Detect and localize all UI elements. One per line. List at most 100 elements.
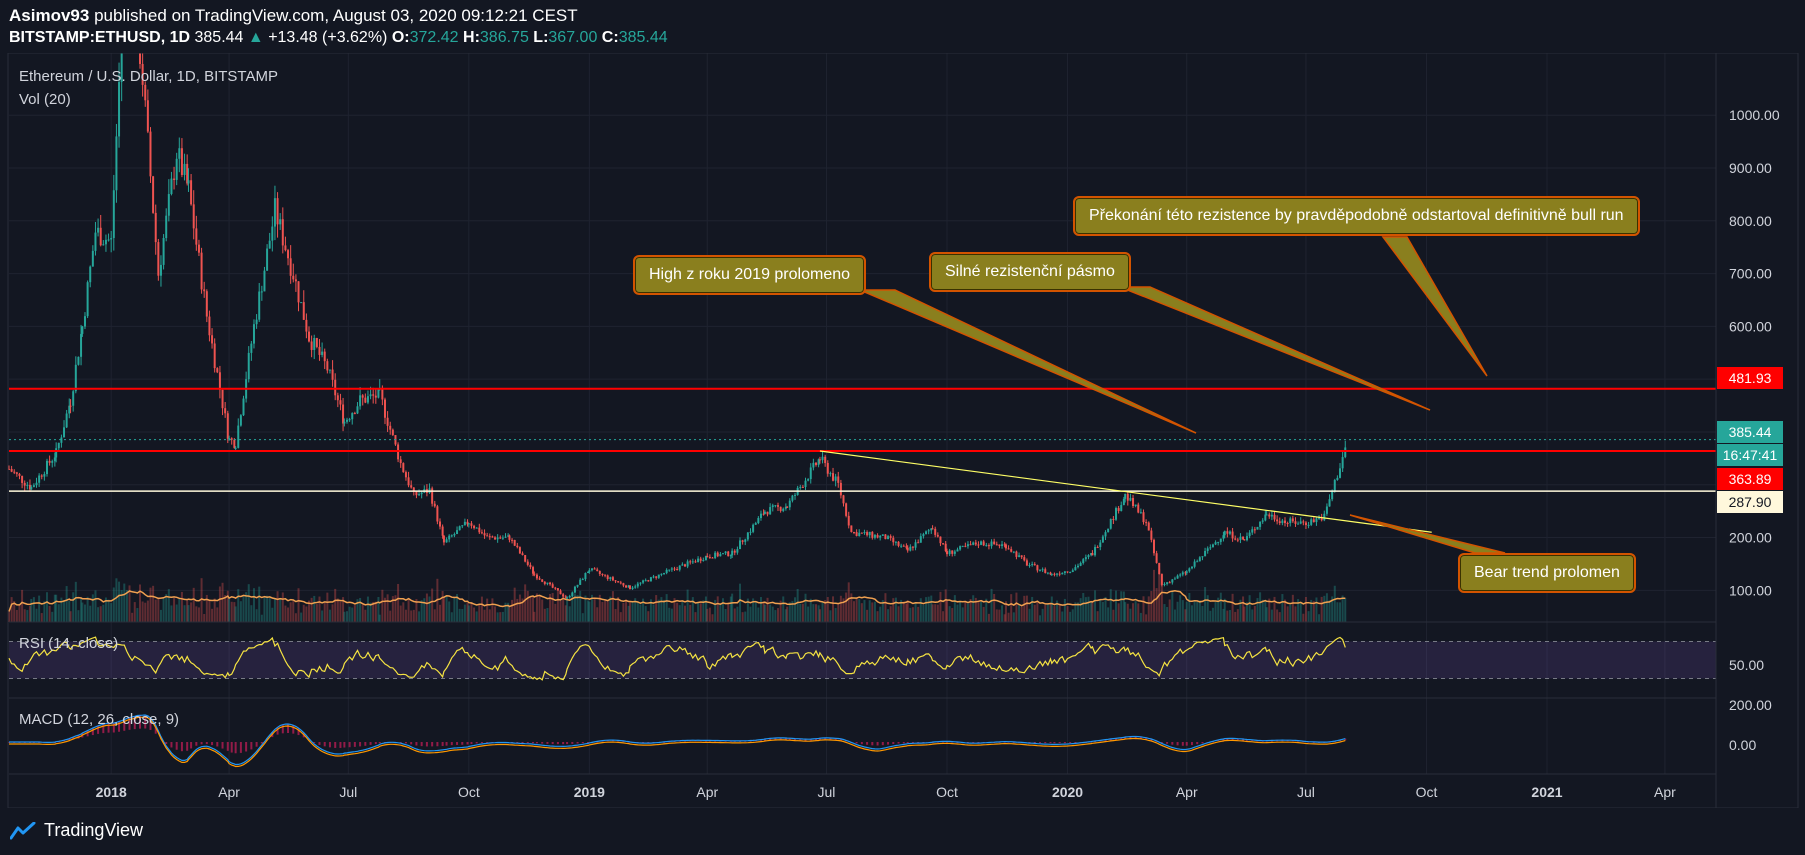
volume-bar	[731, 593, 734, 622]
volume-bar	[1246, 602, 1249, 622]
volume-bar	[1028, 608, 1031, 622]
volume-bar	[625, 599, 628, 622]
volume-bar	[252, 588, 255, 622]
annotation-resistance-zone[interactable]: Silné rezistenční pásmo	[929, 252, 1131, 292]
volume-bar	[998, 609, 1001, 622]
volume-bar	[1239, 599, 1242, 622]
candle-body	[634, 586, 637, 588]
candle-body	[139, 53, 142, 64]
volume-bar	[757, 607, 760, 622]
volume-bar	[796, 588, 799, 622]
candle-body	[714, 552, 717, 559]
volume-bar	[245, 592, 248, 622]
macd-histogram-bar	[175, 742, 178, 750]
candle-body	[1246, 536, 1249, 541]
volume-bar	[200, 578, 203, 622]
candle-body	[491, 536, 494, 538]
candle-body	[663, 573, 666, 575]
candle-body	[436, 506, 439, 522]
volume-bar	[571, 592, 574, 622]
candle-body	[308, 331, 311, 342]
volume-bar	[1114, 590, 1117, 622]
volume-bar	[799, 603, 802, 622]
volume-bar	[987, 613, 990, 622]
candle-body	[1066, 571, 1069, 573]
volume-bar	[195, 606, 198, 622]
candle-body	[739, 540, 742, 550]
volume-bar	[817, 605, 820, 622]
volume-bar	[289, 602, 292, 622]
candle-body	[900, 545, 903, 547]
candle-body	[1001, 544, 1004, 546]
volume-bar	[617, 596, 620, 622]
candle-body	[152, 176, 155, 213]
countdown-badge-text: 16:47:41	[1723, 447, 1778, 463]
candle-body	[386, 417, 389, 426]
macd-histogram-bar	[221, 742, 224, 749]
volume-bar	[535, 593, 538, 622]
volume-bar	[1256, 598, 1259, 622]
candle-body	[839, 482, 842, 496]
volume-bar	[1050, 596, 1053, 622]
candle-body	[488, 536, 491, 538]
volume-bar	[1079, 598, 1082, 622]
macd-histogram-bar	[576, 742, 579, 744]
volume-bar	[313, 595, 316, 622]
macd-histogram-bar	[245, 742, 248, 752]
macd-histogram-bar	[466, 742, 469, 745]
pointer-bull-run	[1381, 236, 1488, 377]
volume-bar	[233, 602, 236, 622]
volume-bar	[94, 590, 97, 622]
candle-body	[144, 84, 147, 101]
candle-body	[247, 352, 250, 380]
volume-bar	[271, 607, 274, 622]
candle-body	[995, 544, 998, 546]
candle-body	[1142, 512, 1145, 523]
volume-bar	[936, 604, 939, 622]
volume-bar	[1066, 606, 1069, 622]
candle-body	[516, 545, 519, 548]
volume-bar	[372, 601, 375, 622]
candle-body	[65, 413, 68, 428]
annotation-bear-trend[interactable]: Bear trend prolomen	[1458, 553, 1636, 593]
macd-histogram-bar	[1114, 738, 1117, 741]
volume-bar	[1107, 607, 1110, 622]
macd-histogram-bar	[250, 742, 253, 750]
macd-histogram-bar	[415, 742, 418, 746]
volume-bar	[279, 599, 282, 622]
tradingview-logo[interactable]: TradingView	[10, 820, 143, 841]
macd-histogram-bar	[788, 738, 791, 741]
candle-body	[668, 569, 671, 571]
price-chart[interactable]: 1000.00900.00800.00700.00600.00500.00400…	[0, 53, 1805, 808]
candle-body	[788, 500, 791, 508]
volume-bar	[216, 607, 219, 622]
candle-body	[866, 532, 869, 536]
volume-bar	[1069, 611, 1072, 622]
annotation-high-2019[interactable]: High z roku 2019 prolomeno	[633, 255, 867, 295]
candle-body	[313, 337, 316, 350]
author-name[interactable]: Asimov93	[9, 6, 90, 25]
candle-body	[689, 561, 692, 563]
x-tick-label: Jul	[818, 784, 836, 800]
pointer-resistance-zone	[1119, 286, 1431, 411]
macd-histogram-bar	[1074, 742, 1077, 743]
candle-body	[1120, 505, 1123, 511]
candle-body	[584, 573, 587, 580]
macd-histogram-bar	[1069, 742, 1072, 743]
volume-bar	[473, 607, 476, 622]
candle-body	[483, 533, 486, 536]
macd-histogram-bar	[1063, 742, 1066, 744]
support-red-badge	[1717, 468, 1783, 490]
volume-bar	[425, 593, 428, 622]
volume-bar	[814, 604, 817, 622]
candle-body	[606, 575, 609, 579]
candle-body	[226, 413, 229, 439]
volume-bar	[1099, 600, 1102, 622]
volume-bar	[1053, 606, 1056, 622]
volume-bar	[829, 610, 832, 622]
candle-body	[985, 545, 988, 547]
candle-body	[1166, 582, 1169, 584]
time-axis[interactable]: 2018 Apr Jul Oct 2019 Apr Jul Oct 2020 Apr Jul Oct 2…	[96, 784, 1677, 800]
annotation-bull-run[interactable]: Překonání této rezistence by pravděpodob…	[1073, 196, 1640, 236]
low-label: L:	[533, 29, 549, 46]
